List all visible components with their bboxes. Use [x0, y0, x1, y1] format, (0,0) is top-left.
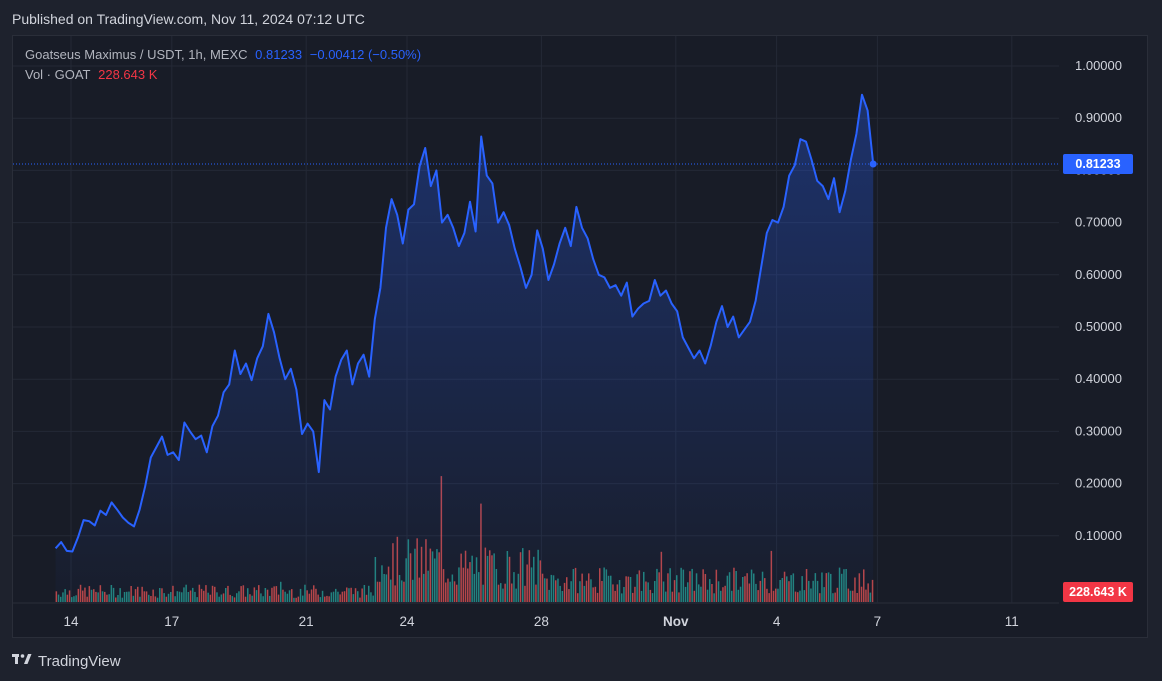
- last-price-dot: [869, 160, 877, 168]
- x-tick-label: 7: [874, 614, 882, 629]
- x-tick-label: 24: [399, 614, 415, 629]
- price-line: [54, 93, 875, 553]
- symbol-name[interactable]: Goatseus Maximus / USDT, 1h, MEXC: [25, 47, 248, 62]
- price-axis-tag: 0.81233: [1063, 154, 1133, 174]
- price-area-fill: [55, 94, 874, 603]
- tradingview-brand[interactable]: TradingView: [38, 652, 121, 670]
- y-tick-label: 0.40000: [1075, 371, 1122, 386]
- x-tick-label: 28: [534, 614, 549, 629]
- y-tick-label: 0.70000: [1075, 215, 1122, 230]
- y-tick-label: 0.50000: [1075, 319, 1122, 334]
- y-axis[interactable]: 1.000000.900000.800000.700000.600000.500…: [1075, 58, 1122, 543]
- y-tick-label: 0.90000: [1075, 110, 1122, 125]
- x-tick-label: 11: [1005, 614, 1019, 629]
- footer: TradingView: [12, 650, 121, 672]
- volume-axis-tag: 228.643 K: [1063, 582, 1133, 602]
- x-axis[interactable]: 14 17 21 24 28 Nov 4 7 11: [63, 614, 1018, 629]
- x-tick-label: 14: [63, 614, 79, 629]
- volume-legend[interactable]: Vol · GOAT 228.643 K: [25, 67, 161, 82]
- price-change: −0.00412 (−0.50%): [309, 47, 422, 62]
- volume-value: 228.643 K: [98, 67, 158, 82]
- tradingview-logo-icon[interactable]: [12, 652, 32, 670]
- y-tick-label: 0.30000: [1075, 423, 1122, 438]
- x-tick-label: 4: [773, 614, 781, 629]
- volume-label[interactable]: Vol · GOAT: [25, 67, 91, 82]
- y-tick-label: 0.10000: [1075, 528, 1122, 543]
- last-price-value: 0.81233: [255, 47, 303, 62]
- x-tick-label: 17: [164, 614, 179, 629]
- published-info: Published on TradingView.com, Nov 11, 20…: [12, 11, 365, 27]
- chart-panel[interactable]: 1.000000.900000.800000.700000.600000.500…: [12, 35, 1148, 638]
- x-tick-label: Nov: [663, 614, 689, 629]
- y-tick-label: 1.00000: [1075, 58, 1122, 73]
- price-chart[interactable]: 1.000000.900000.800000.700000.600000.500…: [13, 36, 1149, 639]
- y-tick-label: 0.20000: [1075, 476, 1122, 491]
- y-tick-label: 0.60000: [1075, 267, 1122, 282]
- top-bar: Published on TradingView.com, Nov 11, 20…: [0, 0, 1162, 36]
- x-tick-label: 21: [299, 614, 314, 629]
- symbol-legend[interactable]: Goatseus Maximus / USDT, 1h, MEXC 0.8123…: [25, 47, 425, 62]
